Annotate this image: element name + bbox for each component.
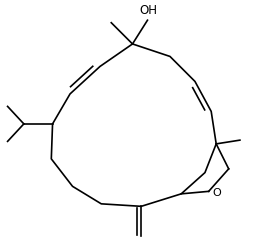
- Text: OH: OH: [140, 4, 158, 17]
- Text: O: O: [212, 187, 221, 198]
